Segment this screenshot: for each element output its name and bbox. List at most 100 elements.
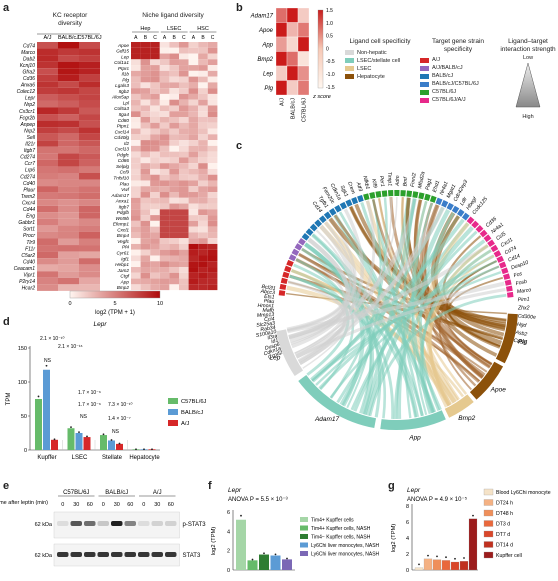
kc-gene-label: Ccr7 <box>24 161 35 167</box>
niche-heatmap-cell <box>179 215 189 221</box>
target-arc <box>487 239 495 248</box>
panel-a-letter: a <box>3 2 10 14</box>
interaction-chord <box>286 229 352 331</box>
niche-heatmap-cell <box>188 209 199 216</box>
niche-heatmap-cell <box>169 180 179 187</box>
ligand-label: Lep <box>269 355 280 362</box>
f-bar <box>282 559 292 570</box>
niche-heatmap-cell <box>150 111 160 118</box>
niche-heatmap-cell <box>159 226 170 233</box>
niche-heatmap-cell <box>179 267 189 273</box>
kc-heatmap-cell <box>79 81 100 88</box>
niche-heatmap-cell <box>159 180 170 187</box>
niche-heatmap-cell <box>140 255 151 262</box>
niche-heatmap-cell <box>159 174 170 181</box>
target-arc <box>471 220 480 229</box>
niche-gene-label: Il1b <box>121 72 129 77</box>
f-bar <box>247 560 258 570</box>
niche-heatmap-cell <box>198 59 208 66</box>
d-category-label: LSEC <box>72 455 88 461</box>
target-arc <box>400 190 406 197</box>
niche-heatmap-cell <box>159 220 170 227</box>
niche-gene-label: Cxcl14 <box>115 129 130 134</box>
niche-heatmap-cell <box>159 53 170 60</box>
niche-heatmap-cell <box>179 220 189 227</box>
target-arc <box>284 265 292 273</box>
niche-heatmap-cell <box>159 93 170 100</box>
target-label-left: S100a10 <box>255 329 277 339</box>
niche-heatmap-cell <box>159 215 170 221</box>
g-ytick-label: 8 <box>406 504 409 510</box>
target-arc <box>406 190 413 198</box>
target-legend-swatch <box>420 89 429 95</box>
niche-gene-label: Alox5ap <box>111 95 129 100</box>
kc-gene-label: Ceacam1 <box>14 266 36 272</box>
niche-heatmap-cell <box>140 93 151 100</box>
niche-heatmap-cell <box>150 134 160 141</box>
niche-heatmap-cell <box>140 232 151 239</box>
target-legend-item: C57BL/6J <box>420 89 496 95</box>
niche-heatmap-cell <box>131 122 141 129</box>
target-arc <box>288 254 297 262</box>
niche-heatmap-cell <box>150 272 160 279</box>
niche-heatmap-cell <box>188 117 199 123</box>
niche-heatmap-cell <box>159 261 170 268</box>
niche-heatmap-cell <box>159 249 170 256</box>
niche-heatmap-cell <box>207 157 218 164</box>
target-arc <box>323 211 332 220</box>
kc-heatmap-cell <box>37 153 58 160</box>
target-arc <box>278 290 286 296</box>
d-ytick-label: 50 <box>21 414 27 420</box>
kc-heatmap-cell <box>37 186 58 193</box>
f-legend-label: Tim4+ Kupffer cells, NASH <box>311 526 371 532</box>
kc-heatmap-cell <box>58 42 79 49</box>
kc-heatmap-cell <box>79 87 100 95</box>
b-strain-label: BALB/cJ <box>291 98 297 119</box>
niche-heatmap-cell <box>131 99 141 106</box>
niche-heatmap-cell <box>131 168 141 175</box>
niche-heatmap-cell <box>140 99 151 106</box>
niche-heatmap-cell <box>169 232 179 239</box>
b-heatmap-cell <box>275 7 288 23</box>
target-arc <box>301 233 310 241</box>
target-arc <box>339 201 347 210</box>
niche-heatmap-cell <box>188 243 199 250</box>
niche-heatmap-cell <box>207 180 218 187</box>
niche-heatmap-cell <box>179 168 189 175</box>
d-category-label: Stellate <box>102 455 123 461</box>
target-arc <box>506 291 514 298</box>
niche-heatmap-cell <box>188 140 199 146</box>
niche-heatmap-cell <box>198 272 208 279</box>
niche-heatmap-cell <box>207 53 218 60</box>
target-arc <box>496 255 504 263</box>
d-pvalue: 1.7 × 10⁻⁶ <box>78 402 101 408</box>
niche-heatmap-cell <box>150 238 160 244</box>
niche-heatmap-cell <box>159 145 170 152</box>
niche-heatmap-cell <box>150 249 160 256</box>
kc-heatmap-cell <box>37 120 58 128</box>
target-label-left: Bcl2l1 <box>261 284 276 292</box>
niche-heatmap-cell <box>188 145 199 152</box>
target-arc <box>381 190 388 197</box>
g-legend-label: DT3 d <box>496 522 510 528</box>
panel-b-heatmap: Adam17 Apoe App Bmp2 Lep Plg A/J BALB/cJ C57BL/6… <box>250 7 335 122</box>
panel-f-letter: f <box>208 480 212 492</box>
target-label-right: Cd55 <box>513 338 527 347</box>
niche-heatmap-cell <box>169 226 179 233</box>
kc-heatmap-cell <box>37 218 58 226</box>
target-label-right: Hgd <box>516 322 527 329</box>
g-bar <box>441 560 451 571</box>
target-label-left: Hmox1 <box>258 303 275 309</box>
niche-heatmap-cell <box>159 105 170 112</box>
kc-heatmap-cell <box>37 205 58 213</box>
kc-heatmap-cell <box>79 120 100 128</box>
niche-heatmap-cell <box>198 226 208 233</box>
target-label-left: Dusp6 <box>264 342 280 352</box>
f-legend-swatch <box>300 542 308 548</box>
niche-heatmap-cell <box>207 163 218 169</box>
niche-heatmap-cell <box>169 255 179 262</box>
niche-gene-label: Col5a3 <box>114 106 129 111</box>
b-colorbar-tick: 0 <box>326 46 329 52</box>
niche-heatmap-cell <box>198 186 208 193</box>
